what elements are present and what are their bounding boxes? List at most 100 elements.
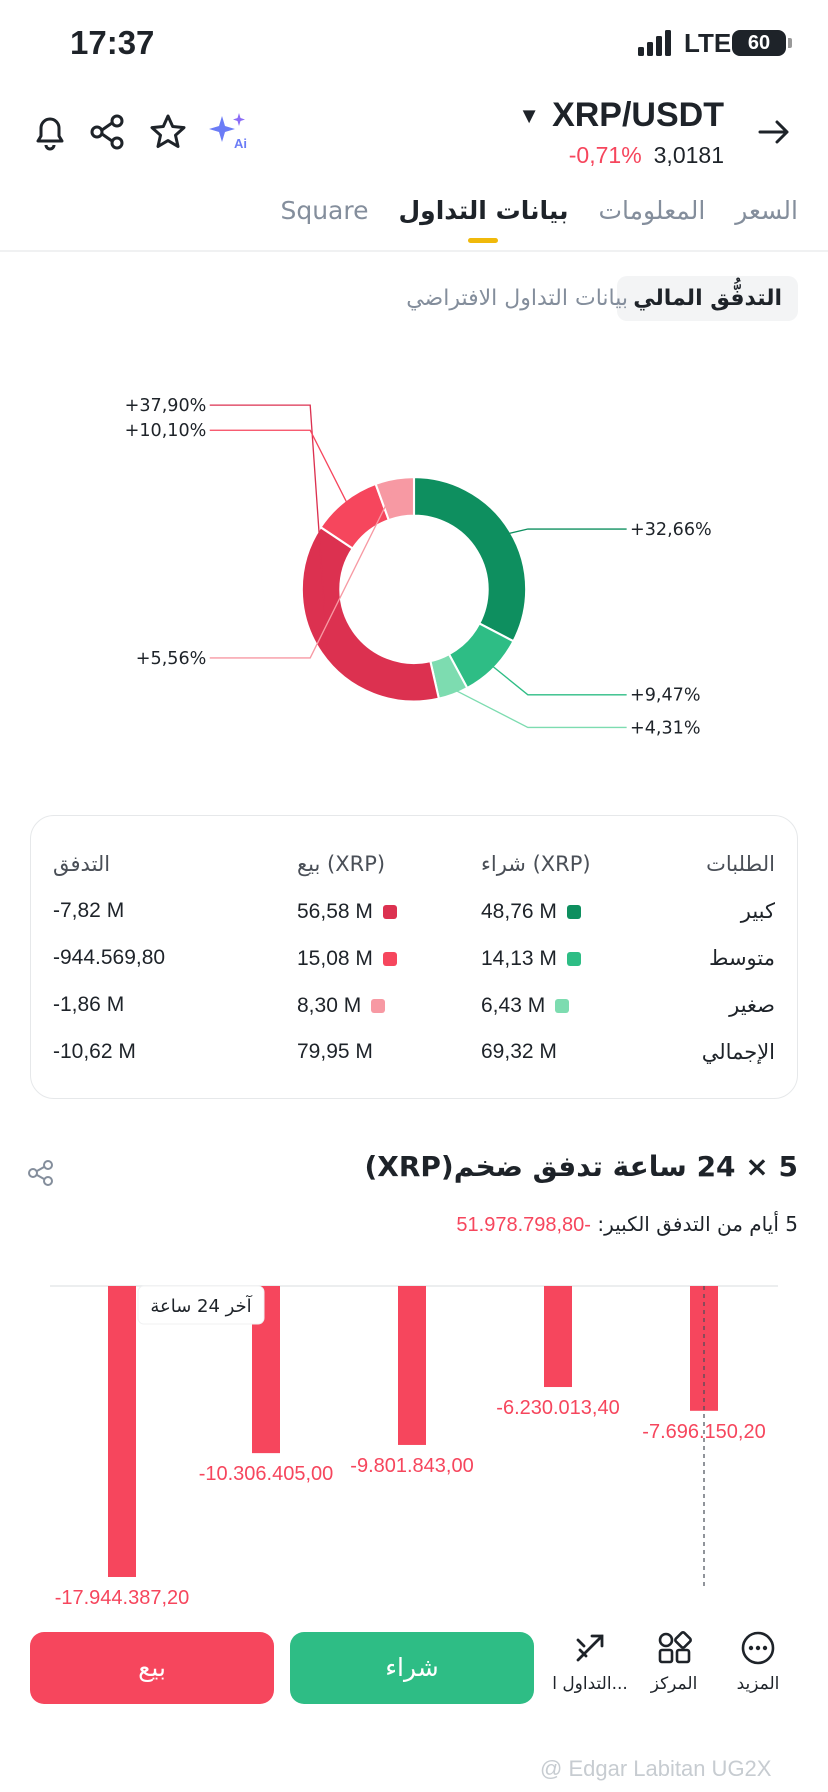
more-label: المزيد	[736, 1674, 780, 1694]
tab-square[interactable]: Square	[280, 196, 369, 225]
share-icon[interactable]	[26, 1158, 56, 1188]
sell-medium-swatch	[382, 952, 397, 966]
tab-price[interactable]: السعر	[735, 196, 798, 225]
flow-value: -1,86 M	[53, 993, 125, 1016]
bar-value-label: -10.306.405,00	[199, 1463, 334, 1485]
sell-large-swatch	[382, 905, 397, 919]
donut-slice	[300, 525, 441, 703]
tooltip-box	[137, 1285, 265, 1325]
money-flow-donut-chart: +32,66% +9,47% +4,31% +37,90% +10,10% +5,56%	[125, 396, 712, 738]
donut-slice	[374, 476, 416, 522]
last-price: 3,0181	[653, 142, 724, 168]
tab-divider	[0, 250, 828, 252]
sell-value: 79,95 M	[297, 1040, 373, 1063]
network-label: LTE	[684, 28, 732, 58]
donut-leader-line	[504, 528, 627, 536]
header-buy: شراء (XRP)	[481, 852, 591, 876]
row-label: متوسط	[709, 946, 775, 970]
segment-money-flow[interactable]: التدفُّق المالي	[617, 276, 798, 321]
position-center[interactable]: المركز	[634, 1630, 714, 1694]
star-icon[interactable]	[146, 110, 190, 154]
pair-name: XRP/USDT	[552, 96, 724, 134]
sell-cell: 8,30 M	[297, 985, 386, 1026]
tab-bar: السعر المعلومات بيانات التداول Square	[280, 196, 798, 243]
sell-small-swatch	[371, 999, 386, 1013]
sell-value: 8,30 M	[297, 994, 362, 1017]
sell-cell: 15,08 M	[297, 938, 397, 979]
header-flow: التدفق	[53, 852, 111, 876]
more-menu[interactable]: المزيد	[718, 1630, 798, 1694]
flow-value: -944.569,80	[53, 946, 166, 969]
donut-leader-line	[209, 485, 397, 659]
more-dots-icon	[741, 1631, 775, 1665]
watermark: @ Edgar Labitan UG2X	[540, 1756, 772, 1781]
row-label: صغير	[729, 993, 775, 1017]
orders-table: الطلبات شراء (XRP) بيع (XRP) التدفق كبير…	[30, 815, 798, 1099]
buy-large-swatch	[566, 905, 581, 919]
buy-value: 48,76 M	[481, 900, 557, 923]
table-row: صغير 6,43 M 8,30 M -1,86 M	[31, 985, 797, 1025]
sell-value: 56,58 M	[297, 900, 373, 923]
five-day-value: -51.978.798,80	[456, 1214, 591, 1236]
donut-leader-line	[209, 404, 328, 650]
pair-selector[interactable]: ▼ XRP/USDT	[518, 96, 724, 135]
back-arrow-icon[interactable]	[754, 112, 794, 152]
center-label: المركز	[650, 1674, 698, 1694]
trade-shortcut[interactable]: التداول ا...	[550, 1630, 630, 1694]
ai-sparkle-icon[interactable]: Ai	[206, 110, 250, 154]
row-label: الإجمالي	[701, 1040, 775, 1064]
sell-cell: 56,58 M	[297, 891, 397, 932]
table-row: متوسط 14,13 M 15,08 M -944.569,80	[31, 938, 797, 978]
header-orders: الطلبات	[706, 852, 775, 876]
share-nodes-icon[interactable]	[86, 110, 130, 154]
donut-leader-line	[209, 429, 350, 507]
bar-value-label: -6.230.013,40	[496, 1397, 619, 1419]
flow-bar	[398, 1286, 426, 1445]
buy-value: 6,43 M	[481, 994, 546, 1017]
battery-indicator: 60	[732, 30, 786, 56]
donut-slice-label: +37,90%	[125, 396, 207, 416]
sell-button[interactable]: بيع	[30, 1632, 274, 1704]
flow-bar	[544, 1286, 572, 1388]
flow-value: -7,82 M	[53, 899, 125, 922]
sell-value: 15,08 M	[297, 947, 373, 970]
donut-leader-line	[450, 687, 627, 729]
buy-small-swatch	[555, 999, 570, 1013]
tab-trading-data[interactable]: بيانات التداول	[398, 196, 569, 243]
buy-value: 14,13 M	[481, 947, 557, 970]
buy-cell: 14,13 M	[481, 938, 581, 979]
tooltip-label: آخر 24 ساعة	[150, 1294, 252, 1317]
trade-label: التداول ا...	[552, 1674, 628, 1694]
table-row: كبير 48,76 M 56,58 M -7,82 M	[31, 891, 797, 931]
price-change: -0,71%	[568, 142, 642, 168]
buy-button[interactable]: شراء	[290, 1632, 534, 1704]
battery-tip	[788, 38, 792, 48]
bar-value-label: -17.944.387,20	[55, 1587, 190, 1609]
grid-icon	[658, 1631, 692, 1664]
five-day-label: 5 أيام من التدفق الكبير:	[597, 1212, 798, 1236]
segment-default-trading-data[interactable]: بيانات التداول الافتراضي	[406, 286, 628, 311]
section-title: 5 × 24 ساعة تدفق ضخم(XRP)	[364, 1150, 798, 1183]
price-row: -0,71% 3,0181	[569, 142, 724, 169]
signal-icon	[638, 30, 671, 56]
big-flow-bar-chart: -17.944.387,20 -10.306.405,00 -9.801.843,0…	[50, 1285, 778, 1609]
tab-info[interactable]: المعلومات	[598, 196, 706, 225]
buy-value: 69,32 M	[481, 1040, 557, 1063]
donut-slice-label: +10,10%	[125, 421, 207, 441]
flow-value: -10,62 M	[53, 1040, 136, 1063]
donut-slice-label: +9,47%	[630, 686, 701, 706]
status-time: 17:37	[70, 24, 155, 61]
donut-slice-label: +32,66%	[630, 520, 712, 540]
table-header: الطلبات شراء (XRP) بيع (XRP) التدفق	[31, 844, 797, 884]
row-label: كبير	[740, 899, 775, 923]
buy-cell: 6,43 M	[481, 985, 570, 1026]
table-row: الإجمالي 69,32 M 79,95 M -10,62 M	[31, 1032, 797, 1072]
donut-slice	[412, 476, 528, 643]
bell-icon[interactable]	[28, 110, 72, 154]
header-sell: بيع (XRP)	[297, 852, 386, 876]
donut-slice-label: +5,56%	[136, 649, 207, 669]
bar-value-label: -9.801.843,00	[350, 1455, 473, 1477]
flow-bar	[108, 1286, 136, 1577]
svg-text:Ai: Ai	[234, 136, 247, 151]
donut-slice-label: +4,31%	[630, 718, 701, 738]
